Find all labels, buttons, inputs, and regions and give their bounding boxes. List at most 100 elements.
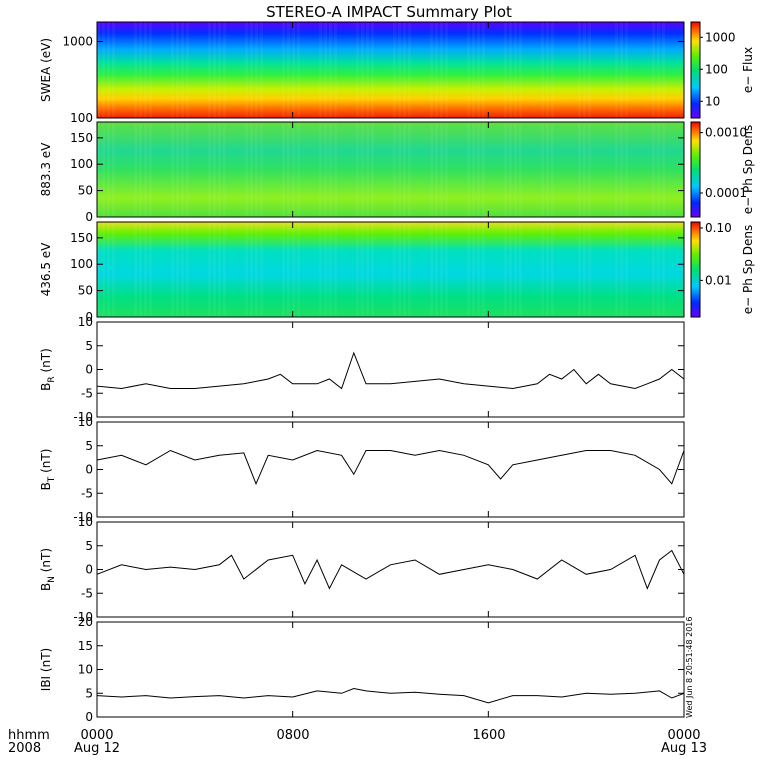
y-tick-label: -5	[81, 486, 93, 500]
heatmap-streak	[583, 22, 586, 118]
heatmap-streak	[144, 222, 147, 317]
y-tick-label: 0	[85, 710, 93, 724]
heatmap-streak	[435, 122, 438, 217]
panel-frame-3	[96, 321, 685, 418]
y-tick-label: 20	[78, 615, 93, 629]
heatmap-streak	[509, 22, 512, 118]
heatmap-streak	[260, 22, 263, 118]
heatmap-streak	[551, 122, 554, 217]
heatmap-streak	[588, 222, 591, 317]
heatmap-streak	[472, 22, 475, 118]
heatmap-streak	[176, 22, 179, 118]
y-tick-label: 5	[85, 339, 93, 353]
heatmap-streak	[588, 22, 591, 118]
heatmap-streak	[662, 122, 665, 217]
heatmap-streak	[181, 122, 184, 217]
time-tick-0: 0000	[80, 728, 113, 743]
date-label-1: Aug 13	[661, 741, 707, 756]
heatmap-streak	[319, 22, 322, 118]
heatmap-streak	[144, 22, 147, 118]
heatmap-streak	[435, 22, 438, 118]
heatmap-streak	[139, 22, 142, 118]
y-tick-label: 100	[70, 157, 93, 171]
heatmap-streak	[504, 122, 507, 217]
heatmap-streak	[181, 222, 184, 317]
heatmap-streak	[186, 222, 189, 317]
panel-frame-2	[96, 221, 685, 318]
heatmap-streak	[657, 222, 660, 317]
heatmap-streak	[514, 122, 517, 217]
heatmap-streak	[171, 22, 174, 118]
heatmap-streak	[102, 22, 105, 118]
heatmap-streak	[546, 22, 549, 118]
heatmap-streak	[356, 22, 359, 118]
heatmap-streak	[430, 222, 433, 317]
heatmap-streak	[334, 22, 337, 118]
heatmap-streak	[393, 222, 396, 317]
heatmap-streak	[477, 122, 480, 217]
heatmap-streak	[625, 222, 628, 317]
y-axis-label-5: BN (nT)	[39, 548, 57, 591]
heatmap-streak	[223, 22, 226, 118]
y-tick-label: 5	[85, 686, 93, 700]
colorbar-tick-label: 0.01	[705, 273, 732, 287]
heatmap-streak	[615, 122, 618, 217]
heatmap-streak	[292, 222, 295, 317]
heatmap-streak	[297, 22, 300, 118]
heatmap-streak	[181, 22, 184, 118]
heatmap-streak	[578, 222, 581, 317]
colorbar-label: e− Ph Sp Dens	[741, 225, 755, 314]
heatmap-1	[97, 122, 684, 217]
y-tick-label: 100	[70, 257, 93, 271]
heatmap-streak	[245, 22, 248, 118]
y-tick-label: 5	[85, 439, 93, 453]
colorbar-label: e− Flux	[741, 47, 755, 93]
heatmap-streak	[371, 222, 374, 317]
heatmap-streak	[334, 222, 337, 317]
heatmap-streak	[324, 222, 327, 317]
heatmap-streak	[430, 22, 433, 118]
heatmap-streak	[467, 22, 470, 118]
colorbar-tick-label: 0.10	[705, 221, 732, 235]
colorbar-tick-label: 0.0010	[705, 126, 747, 140]
heatmap-streak	[282, 22, 285, 118]
heatmap-streak	[292, 122, 295, 217]
heatmap-streak	[620, 122, 623, 217]
heatmap-streak	[398, 22, 401, 118]
heatmap-streak	[334, 122, 337, 217]
heatmap-streak	[112, 122, 115, 217]
heatmap-streak	[514, 22, 517, 118]
heatmap-streak	[371, 122, 374, 217]
y-tick-label: 50	[78, 284, 93, 298]
heatmap-streak	[319, 122, 322, 217]
heatmap-streak	[149, 22, 152, 118]
plot-title: STEREO-A IMPACT Summary Plot	[266, 3, 512, 21]
heatmap-streak	[218, 22, 221, 118]
y-tick-label: 0	[85, 463, 93, 477]
heatmap-streak	[371, 22, 374, 118]
heatmap-streak	[551, 22, 554, 118]
heatmap-streak	[213, 22, 216, 118]
heatmap-streak	[578, 22, 581, 118]
heatmap-streak	[662, 22, 665, 118]
heatmap-streak	[393, 22, 396, 118]
heatmap-streak	[176, 222, 179, 317]
panel-frame-5	[96, 521, 685, 618]
y-tick-label: 150	[70, 131, 93, 145]
heatmap-streak	[445, 122, 448, 217]
heatmap-streak	[366, 22, 369, 118]
heatmap-streak	[504, 222, 507, 317]
year-label: 2008	[8, 741, 41, 756]
heatmap-streak	[445, 22, 448, 118]
heatmap-streak	[97, 122, 100, 217]
y-tick-label: 10	[78, 515, 93, 529]
heatmap-streak	[255, 22, 258, 118]
date-label-0: Aug 12	[74, 741, 120, 756]
y-tick-label: 1000	[62, 35, 93, 49]
y-tick-label: 0	[85, 363, 93, 377]
heatmap-streak	[652, 122, 655, 217]
heatmap-streak	[514, 222, 517, 317]
heatmap-streak	[477, 222, 480, 317]
heatmap-streak	[615, 22, 618, 118]
